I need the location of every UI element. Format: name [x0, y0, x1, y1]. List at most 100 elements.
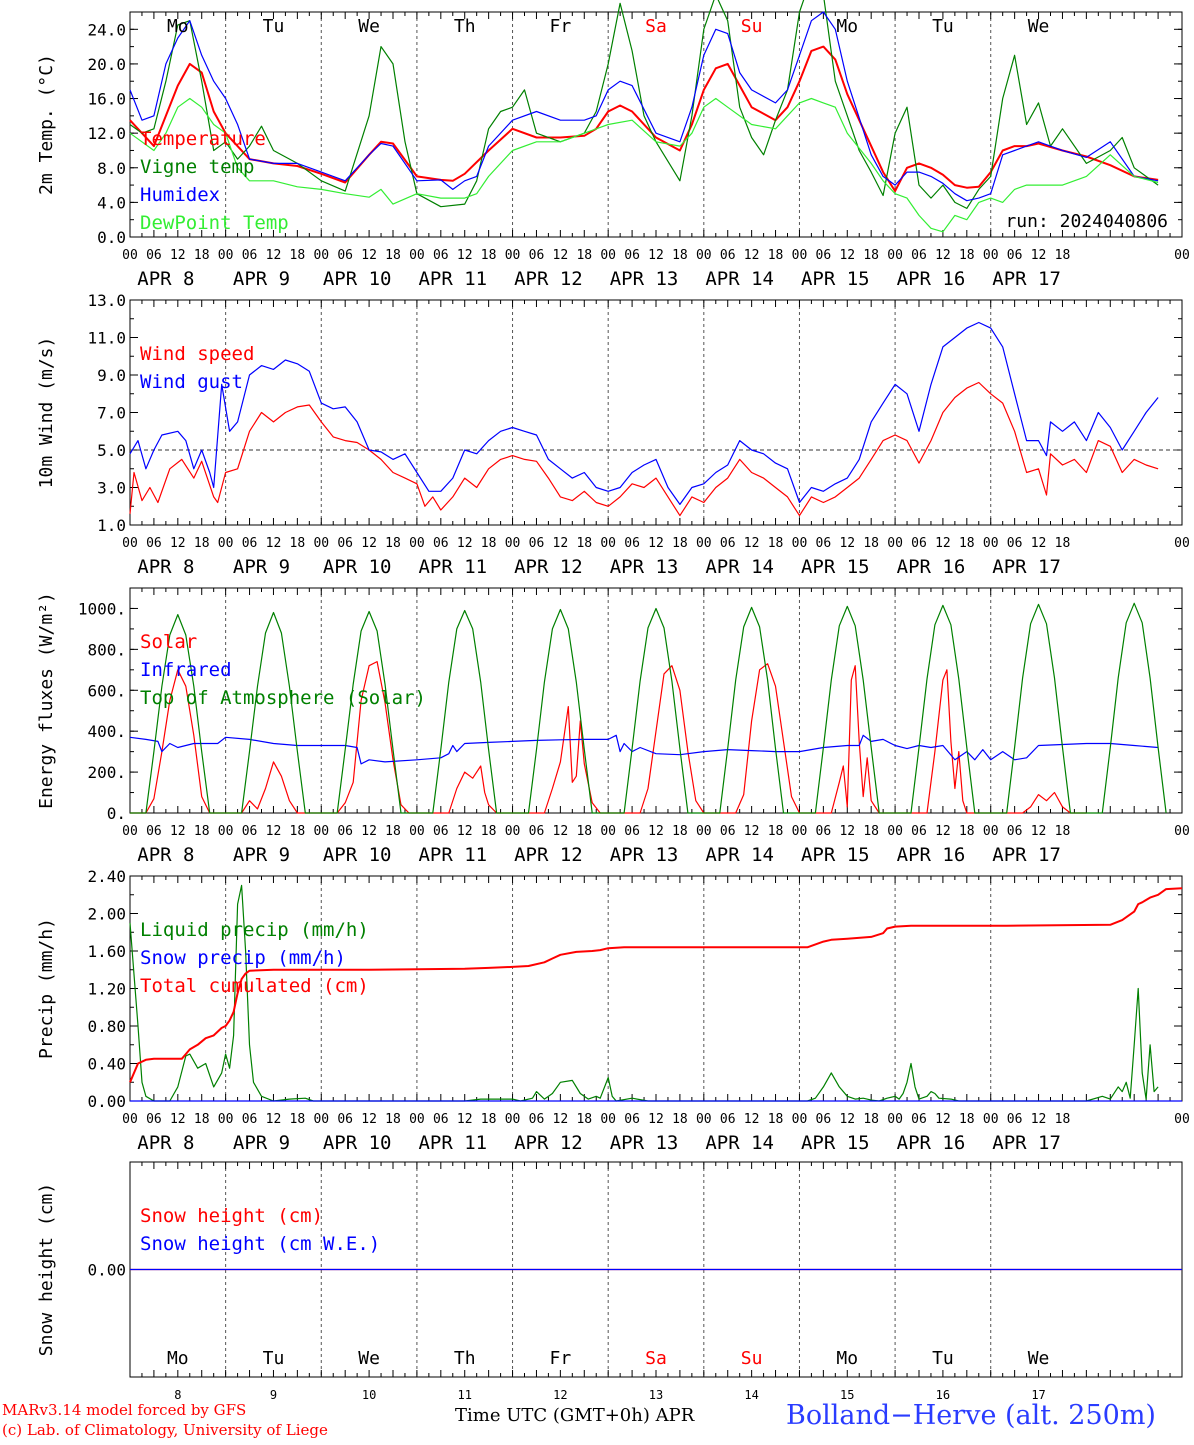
hour-label: 18	[863, 824, 879, 839]
y-tick-label: 0.0	[97, 228, 126, 247]
y-tick-label: 1000.	[78, 599, 126, 618]
hour-label: 12	[935, 248, 951, 263]
hour-label: 18	[1055, 824, 1071, 839]
hour-label: 00	[409, 536, 425, 551]
day-label: Tu	[932, 16, 954, 37]
hour-label: 12	[457, 1112, 473, 1127]
hour-label: 18	[481, 824, 497, 839]
day-label: We	[358, 1348, 380, 1369]
day-label: Mo	[167, 1348, 189, 1369]
date-label: APR 8	[137, 844, 194, 866]
date-number: 9	[270, 1388, 277, 1402]
hour-label: 00	[505, 824, 521, 839]
legend-entry: Humidex	[140, 184, 220, 206]
hour-label: 18	[290, 248, 306, 263]
date-label: APR 11	[418, 556, 487, 578]
hour-label: 06	[242, 824, 258, 839]
hour-label: 00	[505, 536, 521, 551]
hour-label: 00	[792, 1112, 808, 1127]
y-tick-label: 0.40	[87, 1055, 126, 1074]
hour-label: 18	[481, 248, 497, 263]
date-number: 14	[744, 1388, 758, 1402]
day-label: Tu	[932, 1348, 954, 1369]
hour-label: 18	[672, 824, 688, 839]
hour-label: 06	[624, 1112, 640, 1127]
series-line-wind-speed	[129, 381, 1159, 517]
hour-label: 00	[122, 1112, 138, 1127]
hour-label: 00	[122, 248, 138, 263]
hour-label: 18	[194, 248, 210, 263]
series-line-wind-gust	[129, 321, 1159, 505]
date-number: 10	[362, 1388, 376, 1402]
hour-label: 18	[385, 536, 401, 551]
plot-frame-wind	[129, 299, 1183, 526]
hour-label: 00	[1174, 1112, 1190, 1127]
series-line-vigne-temp	[129, 0, 1159, 209]
hour-label: 12	[744, 248, 760, 263]
hour-label: 00	[409, 824, 425, 839]
series-line-temperature	[129, 45, 1159, 193]
hour-label: 18	[768, 248, 784, 263]
hour-label: 06	[1007, 824, 1023, 839]
y-tick-label: 20.0	[87, 55, 126, 74]
hour-label: 12	[744, 536, 760, 551]
hour-label: 12	[170, 536, 186, 551]
hour-label: 18	[959, 248, 975, 263]
hour-label: 12	[266, 248, 282, 263]
day-label: Tu	[263, 16, 285, 37]
date-label: APR 9	[233, 556, 290, 578]
date-label: APR 14	[705, 556, 774, 578]
day-label: Su	[741, 16, 763, 37]
date-number: 11	[458, 1388, 472, 1402]
hour-label: 00	[887, 824, 903, 839]
hour-label: 06	[433, 248, 449, 263]
day-label: Th	[454, 1348, 476, 1369]
day-label: Th	[454, 16, 476, 37]
hour-label: 00	[600, 1112, 616, 1127]
hour-label: 12	[170, 1112, 186, 1127]
hour-label: 00	[983, 536, 999, 551]
hour-label: 12	[553, 536, 569, 551]
hour-label: 00	[313, 824, 329, 839]
hour-label: 12	[266, 824, 282, 839]
series-line-total-cumulated-cm-	[129, 887, 1183, 1083]
y-tick-label: 9.0	[97, 366, 126, 385]
station-label: Bolland−Herve (alt. 250m)	[786, 1400, 1156, 1431]
hour-label: 06	[911, 536, 927, 551]
hour-label: 00	[313, 1112, 329, 1127]
hour-label: 18	[672, 1112, 688, 1127]
hour-label: 06	[433, 824, 449, 839]
hour-label: 00	[600, 536, 616, 551]
hour-label: 18	[576, 1112, 592, 1127]
day-label: Mo	[167, 16, 189, 37]
hour-label: 18	[194, 1112, 210, 1127]
hour-label: 06	[242, 1112, 258, 1127]
y-tick-label: 1.0	[97, 516, 126, 535]
date-number: 12	[553, 1388, 567, 1402]
hour-label: 18	[576, 536, 592, 551]
hour-label: 18	[768, 1112, 784, 1127]
date-label: APR 11	[418, 268, 487, 290]
hour-label: 00	[600, 248, 616, 263]
hour-label: 12	[457, 824, 473, 839]
date-label: APR 13	[610, 844, 679, 866]
hour-label: 06	[720, 824, 736, 839]
y-tick-label: 800.	[87, 640, 126, 659]
hour-label: 00	[218, 248, 234, 263]
date-label: APR 12	[514, 844, 583, 866]
date-number: 17	[1031, 1388, 1045, 1402]
y-tick-label: 3.0	[97, 479, 126, 498]
hour-label: 00	[218, 1112, 234, 1127]
hour-label: 06	[720, 248, 736, 263]
hour-label: 18	[576, 248, 592, 263]
hour-label: 12	[1031, 824, 1047, 839]
hour-label: 00	[696, 536, 712, 551]
date-label: APR 17	[992, 1132, 1061, 1154]
date-label: APR 13	[610, 556, 679, 578]
x-axis-label: Time UTC (GMT+0h) APR	[455, 1405, 695, 1426]
hour-label: 18	[768, 536, 784, 551]
date-label: APR 12	[514, 268, 583, 290]
day-label: Sa	[645, 1348, 667, 1369]
hour-label: 06	[529, 248, 545, 263]
hour-label: 00	[1174, 824, 1190, 839]
